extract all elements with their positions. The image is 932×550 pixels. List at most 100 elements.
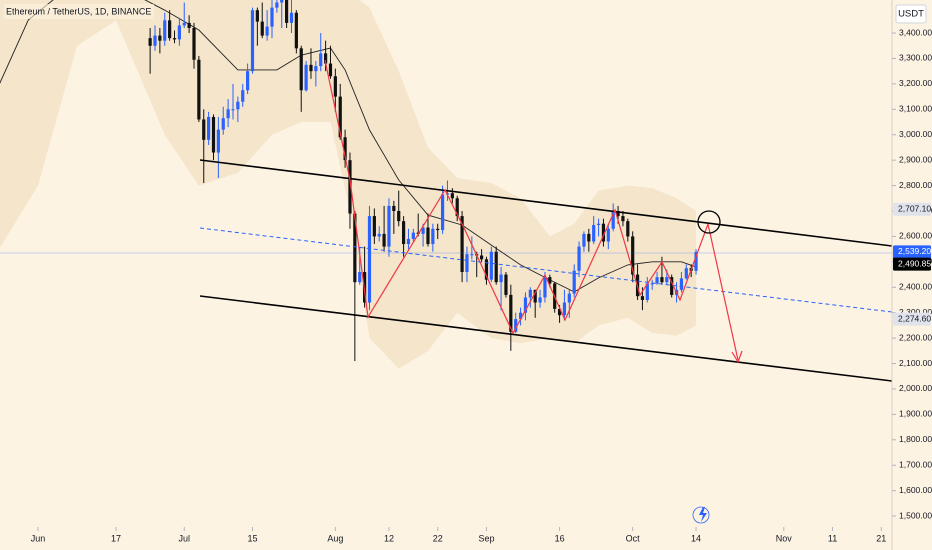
candle-body [285, 0, 289, 23]
candle-body [592, 224, 596, 242]
candle-body [216, 129, 220, 153]
y-tick-label: 1,800.00 [899, 434, 932, 444]
candle-body [450, 193, 454, 199]
candle-body [168, 20, 172, 39]
y-tick-label: 1,700.00 [899, 459, 932, 469]
event-icon[interactable] [699, 507, 707, 522]
zigzag [324, 59, 709, 335]
candle-body [275, 2, 279, 8]
candle-body [148, 38, 152, 46]
candles [148, 0, 698, 361]
currency-box[interactable] [895, 4, 927, 24]
x-tick-label: 14 [691, 533, 701, 543]
candle-body [280, 0, 284, 3]
x-tick-label: 15 [247, 533, 257, 543]
x-tick-label: Aug [327, 533, 343, 543]
candle-body [465, 254, 469, 273]
candle-body [484, 259, 489, 280]
candle-body [177, 25, 181, 40]
event-icon-ring[interactable] [692, 506, 710, 524]
candle-body [455, 198, 459, 217]
candle-body [211, 116, 216, 153]
candle-body [377, 233, 381, 237]
candle-body [182, 22, 186, 26]
candle-body [538, 297, 542, 303]
x-tick-label: Jun [31, 533, 46, 543]
candle-body [153, 35, 157, 46]
candle-body [392, 205, 396, 212]
price-axis [892, 0, 932, 550]
chart-title: Ethereum / TetherUS, 1D, BINANCE [6, 6, 151, 16]
candle-body [289, 12, 294, 23]
candle-body [187, 22, 191, 28]
price-label-box [893, 202, 931, 216]
candle-body [348, 160, 352, 214]
price-label: 2,274.60 [898, 313, 931, 323]
candle-body [509, 294, 513, 332]
candle-body [645, 283, 649, 300]
x-tick-label: 17 [111, 533, 121, 543]
y-tick-label: 2,000.00 [899, 383, 932, 393]
candle-body [304, 64, 308, 91]
candle-body [406, 238, 411, 245]
candle-body [328, 63, 333, 77]
candle-body [621, 216, 625, 222]
y-tick-label: 2,400.00 [899, 282, 932, 292]
price-label-box [893, 257, 931, 271]
candle-body [670, 277, 674, 295]
x-tick-label: 11 [828, 533, 837, 543]
candle-body [421, 227, 425, 234]
x-tick-label: 12 [384, 533, 394, 543]
x-tick-label: Nov [776, 533, 793, 543]
candle-body [514, 319, 518, 332]
candle-body [192, 27, 196, 60]
y-tick-label: 2,800.00 [899, 180, 932, 190]
candle-body [601, 223, 606, 242]
candle-body [367, 216, 372, 303]
channel-upper [199, 159, 892, 247]
candle-body [504, 274, 508, 295]
candle-body [343, 137, 347, 161]
candle-body [158, 35, 162, 41]
title-bg [4, 4, 154, 19]
price-label-box [893, 312, 931, 326]
candle-body [577, 246, 581, 271]
candle-body [294, 12, 298, 49]
y-tick-label: 2,300.00 [899, 307, 932, 317]
x-tick-label: 22 [433, 533, 443, 543]
candle-body [387, 205, 391, 247]
price-label: 2,707.10 [898, 203, 931, 213]
currency: USDT [898, 9, 924, 20]
candle-body [494, 251, 498, 283]
y-tick-label: 3,000.00 [899, 129, 932, 139]
candle-body [397, 211, 401, 222]
candle-body [324, 53, 328, 64]
candle-body [299, 48, 303, 91]
candle-body [202, 119, 206, 140]
y-tick-label: 3,300.00 [899, 53, 932, 63]
x-tick-label: Sep [478, 533, 494, 543]
drawings [0, 59, 892, 382]
channel-lower [199, 295, 892, 382]
candle-body [460, 216, 464, 273]
candle-body [650, 283, 654, 285]
candle-body [660, 277, 664, 283]
candle-body [523, 297, 528, 313]
candle-body [231, 109, 235, 111]
candle-body [572, 270, 576, 294]
moving-average [0, 0, 697, 293]
candle-body [611, 211, 615, 229]
candle-body [353, 213, 357, 283]
candle-body [372, 216, 376, 237]
candle-body [528, 289, 532, 298]
y-tick-label: 1,600.00 [899, 485, 932, 495]
candle-body [255, 10, 259, 22]
candle-body [543, 277, 547, 298]
candle-body [411, 232, 415, 239]
candle-body [163, 20, 167, 41]
y-tick-label: 2,900.00 [899, 154, 932, 164]
candle-body [431, 228, 435, 245]
y-tick-label: 2,600.00 [899, 231, 932, 241]
